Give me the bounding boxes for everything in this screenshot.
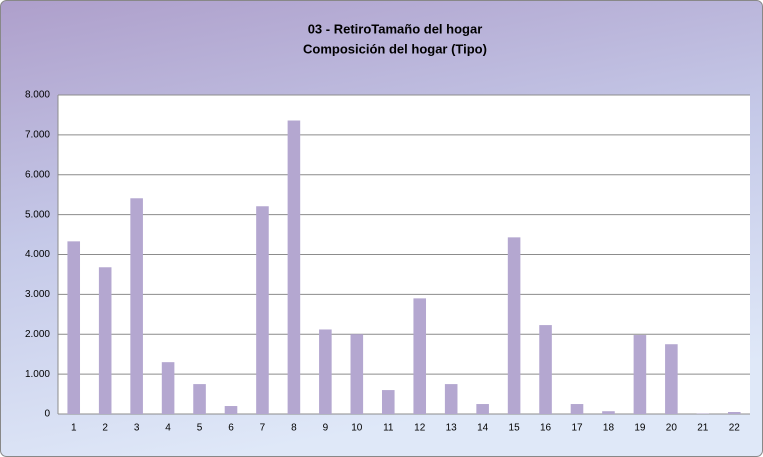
x-tick-label: 16: [540, 423, 552, 434]
y-tick-label: 0: [44, 409, 50, 420]
x-tick-label: 20: [666, 423, 678, 434]
bar: [476, 404, 489, 414]
bar: [539, 325, 552, 414]
x-tick-label: 7: [260, 423, 266, 434]
y-tick-label: 6.000: [25, 169, 50, 180]
bar: [507, 237, 521, 414]
bar: [67, 241, 81, 414]
bar: [98, 267, 112, 414]
y-tick-label: 8.000: [25, 90, 50, 101]
bar: [570, 404, 584, 414]
x-tick-label: 9: [323, 423, 329, 434]
bar: [602, 411, 615, 414]
bar: [350, 334, 364, 414]
y-tick-label: 3.000: [25, 289, 50, 300]
x-tick-label: 6: [228, 423, 234, 434]
bar: [193, 384, 206, 414]
bar: [665, 344, 678, 414]
y-tick-label: 4.000: [25, 249, 50, 260]
chart-subtitle: Composición del hogar (Tipo): [303, 41, 487, 56]
x-tick-label: 2: [102, 423, 108, 434]
x-tick-label: 14: [477, 423, 489, 434]
x-tick-label: 1: [71, 423, 77, 434]
chart-title: 03 - RetiroTamaño del hogar: [308, 21, 483, 36]
bar: [130, 198, 143, 414]
x-tick-label: 21: [697, 423, 709, 434]
bar: [444, 384, 458, 414]
bar: [319, 329, 332, 414]
bar: [224, 406, 238, 414]
x-tick-label: 10: [351, 423, 363, 434]
x-tick-label: 19: [634, 423, 646, 434]
x-tick-label: 15: [509, 423, 521, 434]
y-tick-label: 1.000: [25, 369, 50, 380]
x-tick-label: 22: [729, 423, 741, 434]
x-tick-label: 8: [291, 423, 297, 434]
bar: [381, 390, 395, 414]
y-tick-label: 2.000: [25, 329, 50, 340]
x-tick-label: 4: [165, 423, 171, 434]
x-tick-label: 12: [414, 423, 426, 434]
bar: [633, 335, 647, 414]
x-tick-label: 3: [134, 423, 140, 434]
y-tick-label: 5.000: [25, 209, 50, 220]
bar: [727, 412, 741, 414]
y-tick-label: 7.000: [25, 130, 50, 141]
x-tick-label: 17: [571, 423, 583, 434]
x-tick-label: 11: [383, 423, 394, 434]
bar: [161, 362, 175, 414]
x-tick-label: 18: [603, 423, 615, 434]
x-tick-label: 5: [197, 423, 203, 434]
bar: [413, 298, 427, 414]
x-tick-label: 13: [446, 423, 458, 434]
bar: [287, 120, 301, 415]
bar: [256, 206, 269, 414]
